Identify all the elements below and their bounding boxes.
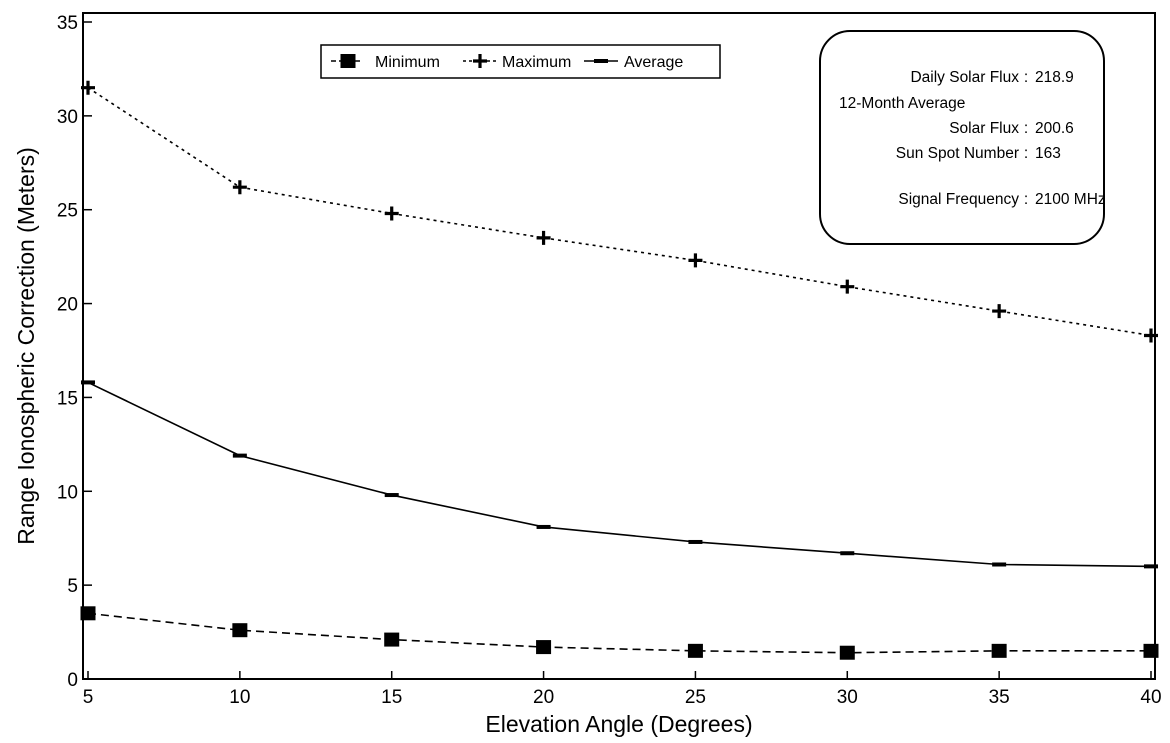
legend-marker-minimum xyxy=(340,54,356,68)
data-point-average xyxy=(536,524,551,529)
x-tick-label: 40 xyxy=(1140,687,1161,708)
info-row: Sun Spot Number:163 xyxy=(896,145,1061,162)
data-point-maximum xyxy=(992,304,1007,319)
series-line-maximum xyxy=(87,87,1152,337)
data-point-minimum xyxy=(687,643,703,658)
info-row: Daily Solar Flux:218.9 xyxy=(910,69,1073,86)
data-point-minimum xyxy=(384,632,400,647)
legend-item-maximum: Maximum xyxy=(463,54,571,71)
data-point-minimum xyxy=(536,640,552,655)
data-point-average xyxy=(232,453,247,458)
info-row: 12-Month Average xyxy=(839,95,965,112)
data-point-average xyxy=(1144,564,1158,569)
info-separator: : xyxy=(1024,145,1028,162)
legend-item-minimum: Minimum xyxy=(331,54,440,71)
data-point-maximum xyxy=(840,279,855,294)
plot-frame xyxy=(82,12,1156,680)
series-line-minimum xyxy=(87,612,1151,654)
data-point-minimum xyxy=(232,623,248,638)
series-minimum xyxy=(80,606,1159,660)
info-box: Daily Solar Flux:218.912-Month AverageSo… xyxy=(819,30,1106,245)
info-separator: : xyxy=(1024,120,1028,137)
info-row: Solar Flux:200.6 xyxy=(949,120,1074,137)
data-point-average xyxy=(840,551,855,556)
legend-label-minimum: Minimum xyxy=(375,54,440,71)
info-label: Signal Frequency xyxy=(898,191,1019,208)
data-point-minimum xyxy=(991,643,1007,658)
info-value: 218.9 xyxy=(1035,69,1074,86)
y-tick-label: 20 xyxy=(57,295,78,316)
info-value: 200.6 xyxy=(1035,120,1074,137)
data-point-maximum xyxy=(384,206,399,221)
data-point-minimum xyxy=(1143,643,1159,658)
y-axis-ticks: 0 5 10 15 20 25 30 35 xyxy=(57,13,92,691)
info-label: Daily Solar Flux xyxy=(910,69,1019,86)
data-point-average xyxy=(384,493,399,498)
x-tick-label: 15 xyxy=(381,687,402,708)
y-tick-label: 5 xyxy=(67,576,78,597)
y-tick-label: 0 xyxy=(67,670,78,691)
legend-marker-average xyxy=(594,59,608,63)
series-average xyxy=(81,380,1158,569)
x-axis-ticks: 5 10 15 20 25 30 35 40 xyxy=(83,671,1162,708)
data-point-minimum xyxy=(80,606,96,621)
legend-label-average: Average xyxy=(624,54,683,71)
series-maximum xyxy=(81,80,1158,343)
data-point-average xyxy=(688,539,703,544)
data-point-maximum xyxy=(81,80,95,95)
data-point-average xyxy=(81,380,95,385)
legend-item-average: Average xyxy=(584,54,683,71)
info-value: 163 xyxy=(1035,145,1061,162)
legend: Minimum Maximum Average xyxy=(320,44,721,79)
data-point-maximum xyxy=(688,253,703,268)
legend-marker-maximum xyxy=(473,54,487,68)
info-box-frame xyxy=(819,30,1105,245)
x-tick-label: 30 xyxy=(837,687,858,708)
y-axis-title: Range Ionospheric Correction (Meters) xyxy=(13,147,39,545)
legend-box xyxy=(320,44,721,79)
info-separator: : xyxy=(1024,69,1028,86)
data-point-maximum xyxy=(536,230,551,245)
data-point-minimum xyxy=(839,645,855,660)
info-label: 12-Month Average xyxy=(839,95,965,112)
series-line-average xyxy=(87,381,1152,568)
x-tick-label: 5 xyxy=(83,687,94,708)
x-tick-label: 20 xyxy=(533,687,554,708)
y-tick-label: 10 xyxy=(57,482,78,503)
info-value: 2100 MHz xyxy=(1035,191,1106,208)
info-label: Sun Spot Number xyxy=(896,145,1019,162)
x-tick-label: 10 xyxy=(229,687,250,708)
legend-label-maximum: Maximum xyxy=(502,54,571,71)
data-point-maximum xyxy=(232,180,247,195)
info-label: Solar Flux xyxy=(949,120,1019,137)
y-tick-label: 30 xyxy=(57,107,78,128)
x-tick-label: 25 xyxy=(685,687,706,708)
y-tick-label: 35 xyxy=(57,13,78,34)
legend-items: Minimum Maximum Average xyxy=(331,54,683,71)
data-point-maximum xyxy=(1144,328,1158,343)
x-tick-label: 35 xyxy=(989,687,1010,708)
info-rows: Daily Solar Flux:218.912-Month AverageSo… xyxy=(839,69,1106,208)
info-row: Signal Frequency:2100 MHz xyxy=(898,191,1105,208)
y-tick-label: 15 xyxy=(57,388,78,409)
x-axis-title: Elevation Angle (Degrees) xyxy=(485,711,752,737)
series-layer xyxy=(80,80,1159,660)
y-tick-label: 25 xyxy=(57,201,78,222)
data-point-average xyxy=(992,562,1007,567)
info-separator: : xyxy=(1024,191,1028,208)
